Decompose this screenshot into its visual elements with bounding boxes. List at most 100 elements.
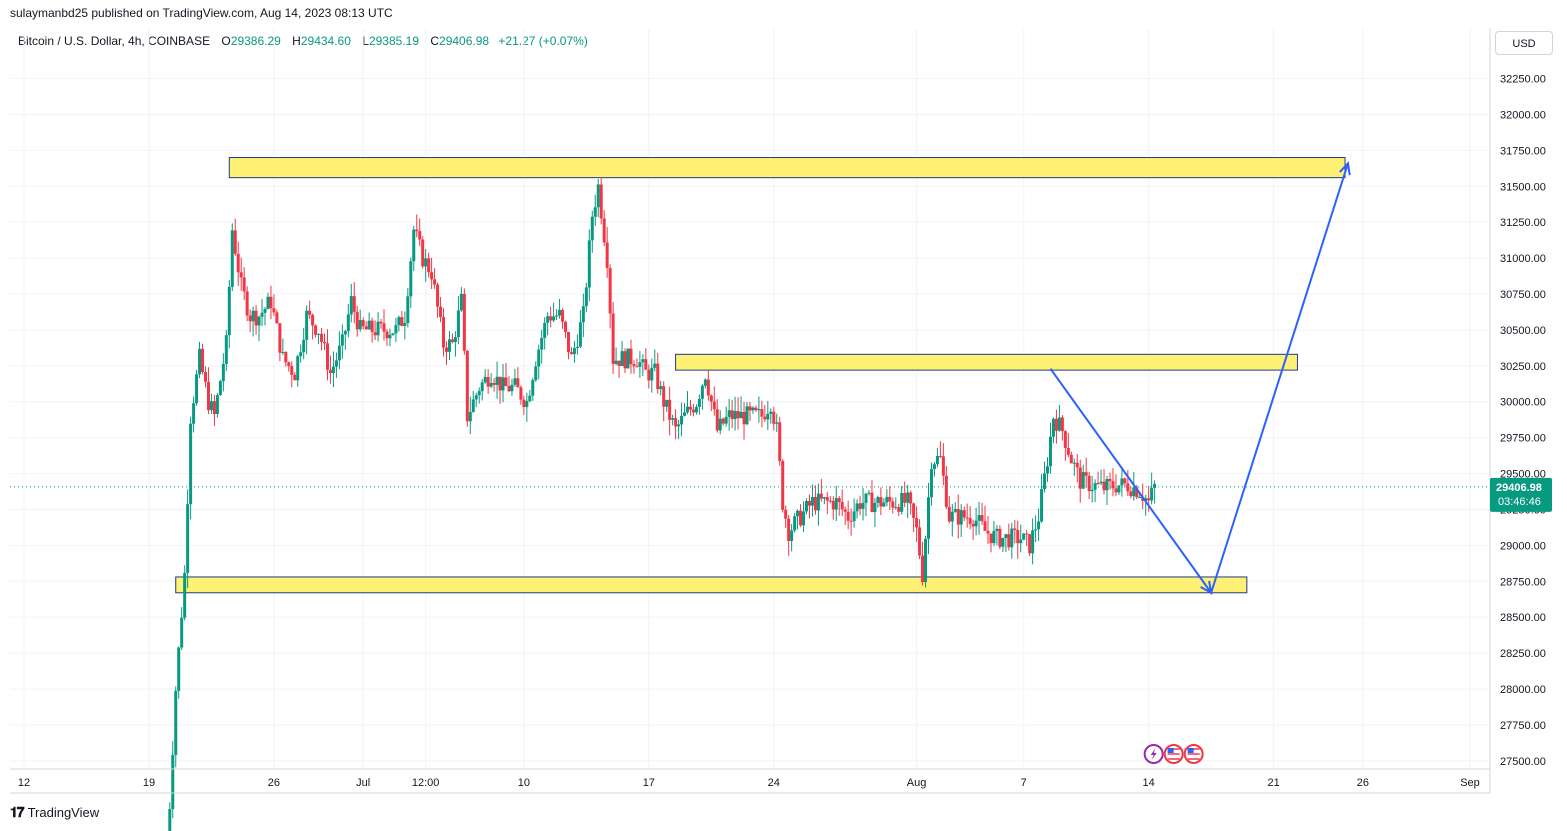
candle-body: [370, 320, 374, 333]
candle-body: [513, 378, 517, 385]
candle-body: [444, 347, 448, 352]
candle-body: [195, 374, 199, 404]
price-tick-label: 27500.00: [1500, 756, 1546, 768]
candle-body: [477, 391, 481, 396]
candle-body: [784, 509, 788, 519]
lightning-event-icon[interactable]: [1143, 744, 1164, 764]
price-tick-label: 29750.00: [1500, 433, 1546, 445]
candle-body: [314, 325, 318, 335]
candle-body: [831, 500, 835, 510]
currency-button[interactable]: USD: [1495, 31, 1553, 55]
us-flag-event-icon[interactable]: [1183, 744, 1204, 764]
candle-body: [498, 376, 502, 391]
candle-body: [712, 401, 716, 410]
time-tick-label: 12: [18, 777, 30, 789]
candle-body: [745, 406, 749, 425]
time-tick-label: 17: [643, 777, 655, 789]
symbol-legend: Bitcoin / U.S. Dollar, 4h, COINBASE O293…: [18, 34, 588, 48]
time-tick-label: 12:00: [412, 777, 440, 789]
candle-body: [807, 500, 811, 506]
candle-body: [1126, 483, 1130, 492]
candle-body: [885, 496, 889, 503]
candle-body: [593, 207, 597, 217]
candle-body: [1153, 483, 1157, 488]
candle-body: [638, 362, 642, 367]
candle-body: [566, 331, 570, 353]
candle-body: [918, 527, 922, 556]
close-label: C: [430, 34, 440, 48]
candle-body: [653, 363, 657, 368]
candle-body: [1060, 417, 1064, 432]
candle-body: [1123, 478, 1127, 484]
candle-body: [834, 498, 838, 510]
candle-body: [1096, 483, 1100, 485]
candle-body: [772, 411, 776, 424]
candle-body: [575, 346, 579, 348]
candle-body: [406, 296, 410, 324]
candle-body: [453, 337, 457, 343]
candle-body: [299, 352, 303, 357]
candle-body: [870, 492, 874, 513]
candle-body: [1132, 487, 1136, 497]
candle-body: [688, 406, 692, 410]
candle-body: [1016, 529, 1020, 544]
candle-body: [549, 316, 553, 321]
candle-body: [929, 469, 933, 498]
candle-body: [1034, 529, 1038, 531]
flag-canton: [1187, 748, 1194, 753]
candle-body: [724, 416, 728, 424]
candle-body: [614, 360, 618, 364]
candle-body: [873, 502, 877, 513]
candle-body: [561, 309, 565, 322]
us-flag-event-icon[interactable]: [1163, 744, 1184, 764]
candle-body: [230, 230, 234, 287]
candle-body: [849, 520, 853, 522]
candle-body: [540, 337, 544, 350]
candle-body: [480, 382, 484, 392]
candle-body: [543, 322, 547, 338]
axes-layer: 32250.00 32000.00 31750.00 31500.00 31250.00…: [10, 28, 1552, 794]
candle-body: [1010, 528, 1014, 548]
candle-body: [361, 320, 365, 327]
candle-body: [757, 409, 761, 411]
candle-body: [337, 345, 341, 361]
candle-body: [334, 360, 338, 367]
candle-body: [790, 530, 794, 541]
candle-body: [519, 387, 523, 400]
tradingview-footer[interactable]: 𝟏𝟕 TradingView: [10, 804, 99, 821]
flag-canton: [1167, 748, 1174, 753]
price-tick-label: 29000.00: [1500, 540, 1546, 552]
candle-body: [465, 350, 469, 422]
candle-body: [703, 379, 707, 386]
candle-body: [718, 418, 722, 431]
symbol-title[interactable]: Bitcoin / U.S. Dollar, 4h, COINBASE: [18, 34, 211, 48]
time-tick-label: 7: [1021, 777, 1027, 789]
candle-body: [572, 347, 576, 355]
candle-body: [953, 509, 957, 512]
candle-body: [424, 258, 428, 267]
support-resistance-zone: [228, 157, 1346, 179]
candle-body: [677, 424, 681, 427]
arrow-head-up: [1339, 161, 1351, 176]
candle-body: [944, 475, 948, 507]
candle-body: [980, 515, 984, 522]
candle-body: [1105, 478, 1109, 491]
candle-body: [376, 321, 380, 336]
events-layer[interactable]: [1143, 744, 1204, 764]
candle-body: [989, 533, 993, 544]
candle-body: [644, 359, 648, 370]
candle-body: [715, 409, 719, 431]
candle-body: [388, 334, 392, 339]
candle-body: [564, 321, 568, 332]
candle-body: [456, 310, 460, 338]
tradingview-brand: TradingView: [27, 805, 100, 820]
candle-body: [775, 422, 779, 424]
candle-body: [867, 492, 871, 494]
change-value: +21.27 (+0.07%): [498, 34, 588, 48]
candle-body: [192, 403, 196, 424]
candle-body: [224, 335, 228, 364]
candle-body: [1066, 447, 1070, 455]
candle-body: [450, 339, 454, 343]
candle-body: [733, 411, 737, 420]
